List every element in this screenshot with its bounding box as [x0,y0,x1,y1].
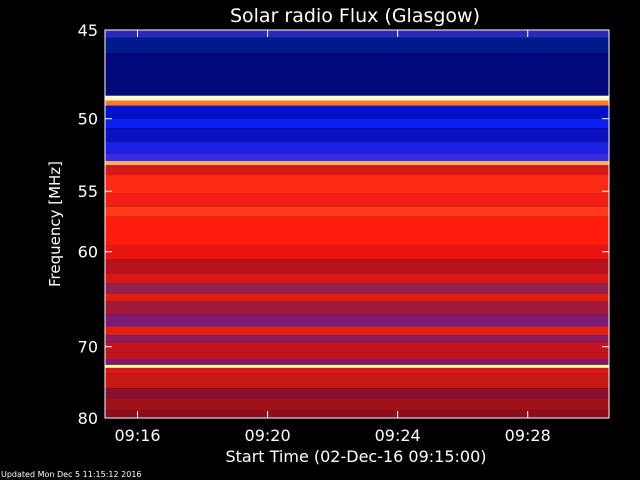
x-tick-label: 09:28 [505,426,551,445]
y-axis: 45 50 55 60 70 80 [78,21,609,428]
y-axis-label: Frequency [MHz] [46,161,64,287]
frequency-band-9 [105,153,609,162]
frequency-band-23 [105,326,609,336]
frequency-band-30 [105,388,609,399]
frequency-band-29 [105,373,609,389]
frequency-band-8 [105,141,609,154]
frequency-band-15 [105,216,609,245]
chart-title: Solar radio Flux (Glasgow) [230,5,480,27]
plot-frame [104,29,610,419]
y-tick-label: 55 [78,182,98,201]
x-axis: 09:16 09:20 09:24 09:28 [114,30,551,445]
frequency-band-5 [105,105,609,119]
frequency-band-21 [105,300,609,315]
frequency-band-25 [105,341,609,360]
frequency-band-20 [105,293,609,301]
y-tick-label: 45 [78,21,98,40]
frequency-band-28 [105,367,609,374]
x-axis-label: Start Time (02-Dec-16 09:15:00) [225,447,486,466]
frequency-band-4 [105,100,609,106]
frequency-band-16 [105,245,609,260]
frequency-band-11 [105,165,609,176]
y-tick-label: 60 [78,243,98,262]
frequency-band-6 [105,118,609,129]
plot-area [104,29,610,419]
frequency-band-7 [105,128,609,142]
update-timestamp: Updated Mon Dec 5 11:15:12 2016 [1,470,142,479]
y-tick-label: 70 [78,338,98,357]
frequency-band-18 [105,273,609,284]
frequency-band-12 [105,175,609,194]
x-tick-label: 09:20 [245,426,291,445]
frequency-band-3 [105,95,609,101]
frequency-band-1 [105,37,609,54]
frequency-band-24 [105,335,609,342]
frequency-band-0 [105,30,609,38]
frequency-band-19 [105,283,609,294]
y-tick-label: 50 [78,110,98,129]
x-tick-label: 09:16 [114,426,160,445]
frequency-band-17 [105,259,609,274]
x-tick-label: 09:24 [375,426,421,445]
frequency-band-10 [105,161,609,166]
y-tick-label: 80 [78,409,98,428]
frequency-band-31 [105,398,609,411]
frequency-band-13 [105,193,609,207]
frequency-band-22 [105,314,609,327]
frequency-band-14 [105,206,609,217]
frequency-band-2 [105,53,609,96]
frequency-band-27 [105,364,609,368]
frequency-band-26 [105,359,609,365]
frequency-band-32 [105,410,609,418]
